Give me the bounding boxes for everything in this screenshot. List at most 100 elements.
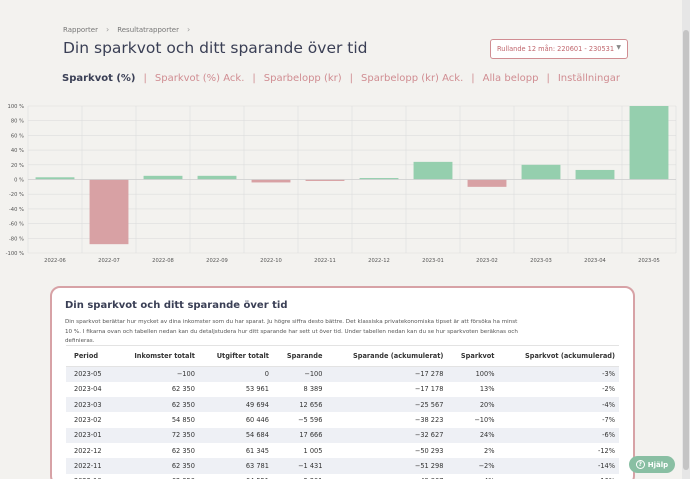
column-header: Period — [66, 345, 115, 367]
table-cell: 0 — [198, 366, 273, 382]
bar-2022-06[interactable] — [35, 177, 75, 180]
x-tick-label: 2022-11 — [314, 258, 336, 264]
table-cell: -3% — [498, 366, 619, 382]
table-cell: −17 278 — [326, 366, 448, 382]
column-header: Sparkvot — [447, 345, 499, 367]
bar-2022-07[interactable] — [89, 179, 129, 245]
table-cell: 53 961 — [245, 385, 269, 394]
table-cell: 2022-11 — [66, 458, 115, 474]
table-row: 2023-01 72 350 54 684 17 666 −32 627 24% -6% — [66, 427, 619, 443]
x-tick-label: 2023-05 — [638, 258, 660, 264]
table-row: 2022-11 62 350 63 781 −1 431 −51 298 −2% -14% — [66, 458, 619, 474]
table-cell: 62 350 — [114, 397, 199, 413]
tab-alla-belopp[interactable]: Alla belopp — [482, 73, 539, 84]
table-cell: 20% — [447, 397, 499, 413]
table-cell: 8 389 — [303, 385, 323, 394]
x-tick-label: 2022-06 — [44, 258, 66, 264]
column-header: Sparande (ackumulerat) — [326, 345, 448, 367]
tab-divider: | — [143, 73, 147, 84]
breadcrumb: Rapporter › Resultatrapporter › — [63, 25, 190, 34]
period-select[interactable]: Rullande 12 mån: 220601 - 230531 ▼ — [490, 39, 628, 59]
table-cell: 2% — [484, 446, 495, 455]
bar-2023-05[interactable] — [629, 106, 669, 180]
breadcrumb-item-reports[interactable]: Rapporter — [63, 25, 98, 34]
bar-2023-04[interactable] — [575, 169, 615, 180]
table-cell: -12% — [597, 446, 615, 455]
table-row: 2023-02 54 850 60 446 −5 596 −38 223 −10% -7% — [66, 412, 619, 427]
bar-2022-10[interactable] — [251, 179, 291, 183]
table-cell: 2022-10 — [66, 474, 115, 479]
question-icon: ? — [635, 460, 645, 469]
y-tick-label: -100 % — [6, 251, 24, 257]
tab-sparbelopp[interactable]: Sparbelopp (kr) — [263, 73, 342, 84]
y-tick-label: -20 % — [9, 192, 24, 198]
table-cell: 49 694 — [198, 397, 273, 413]
tab-installningar[interactable]: Inställningar — [557, 73, 620, 84]
x-tick-label: 2023-02 — [476, 258, 498, 264]
tab-sparbelopp-ack[interactable]: Sparbelopp (kr) Ack. — [361, 73, 464, 84]
y-tick-label: -40 % — [9, 207, 24, 213]
table-cell: -2% — [602, 385, 615, 394]
chevron-right-icon: › — [187, 25, 191, 34]
column-header: Sparande — [272, 345, 327, 367]
card-description: Din sparkvot berättar hur mycket av dina… — [65, 319, 518, 344]
column-header: Sparkvot (ackumulerad) — [498, 345, 619, 367]
bar-2023-01[interactable] — [413, 161, 453, 180]
savings-card: Din sparkvot och ditt sparande över tid … — [50, 286, 635, 479]
table-cell: 72 350 — [114, 427, 199, 443]
table-cell: 17 666 — [272, 427, 327, 443]
x-tick-label: 2022-08 — [152, 258, 174, 264]
table-cell: 2023-01 — [66, 427, 115, 443]
table-cell: 100% — [447, 366, 499, 382]
x-tick-label: 2022-12 — [368, 258, 390, 264]
column-header: Inkomster totalt — [114, 345, 199, 367]
table-cell: −50 293 — [414, 446, 444, 455]
column-header: Utgifter totalt — [198, 345, 273, 367]
chevron-right-icon: › — [105, 25, 110, 34]
x-tick-label: 2023-01 — [422, 258, 444, 264]
y-tick-label: 20 % — [11, 163, 24, 169]
y-tick-label: 100 % — [8, 104, 25, 110]
scrollbar[interactable] — [682, 0, 690, 479]
table-cell: 61 345 — [245, 446, 269, 455]
x-tick-label: 2023-04 — [584, 258, 606, 264]
table-cell: −2% — [447, 458, 499, 474]
table-cell: −1 431 — [272, 458, 327, 474]
table-cell: −2 201 — [273, 474, 326, 479]
table-cell: 60 446 — [245, 416, 269, 425]
y-tick-label: -80 % — [9, 236, 24, 242]
table-row: 2022-12 62 350 61 345 1 005 −50 293 2% -12% — [66, 443, 619, 458]
tab-divider: | — [546, 73, 550, 84]
tab-sparkvot-ack[interactable]: Sparkvot (%) Ack. — [154, 73, 245, 84]
y-tick-label: -60 % — [9, 222, 24, 228]
tab-divider: | — [252, 73, 256, 84]
table-cell: 24% — [447, 427, 499, 443]
table-cell: −51 298 — [326, 458, 448, 474]
table-cell: 2023-03 — [66, 397, 115, 413]
table-cell: 12 656 — [272, 397, 327, 413]
bar-2023-03[interactable] — [521, 164, 561, 180]
table-cell: −10% — [474, 416, 495, 425]
caret-down-icon: ▼ — [616, 44, 621, 51]
table-cell: 54 850 — [171, 416, 195, 425]
table-cell: 1 005 — [303, 446, 323, 455]
breadcrumb-item-result-reports[interactable]: Resultatrapporter — [117, 25, 179, 34]
table-cell: 62 350 — [115, 474, 199, 479]
bar-2022-11[interactable] — [305, 179, 345, 181]
help-button[interactable]: ? Hjälp — [629, 456, 675, 473]
bar-2023-02[interactable] — [467, 179, 507, 187]
bar-2022-09[interactable] — [197, 175, 237, 180]
table-cell: 54 684 — [198, 427, 273, 443]
table-cell: −49 867 — [326, 474, 447, 479]
table-row: 2023-03 62 350 49 694 12 656 −25 567 20% -4% — [66, 397, 619, 413]
x-tick-label: 2022-10 — [260, 258, 282, 264]
bar-2022-08[interactable] — [143, 175, 183, 180]
scrollbar-thumb[interactable] — [683, 30, 689, 470]
tab-sparkvot[interactable]: Sparkvot (%) — [62, 73, 136, 84]
table-cell: 2023-05 — [66, 366, 115, 382]
bar-2022-12[interactable] — [359, 178, 399, 180]
y-tick-label: 80 % — [11, 119, 24, 125]
table-cell: −4% — [447, 474, 498, 479]
chart-tabs: Sparkvot (%) | Sparkvot (%) Ack. | Sparb… — [0, 73, 682, 84]
period-select-value: Rullande 12 mån: 220601 - 230531 — [497, 45, 615, 53]
